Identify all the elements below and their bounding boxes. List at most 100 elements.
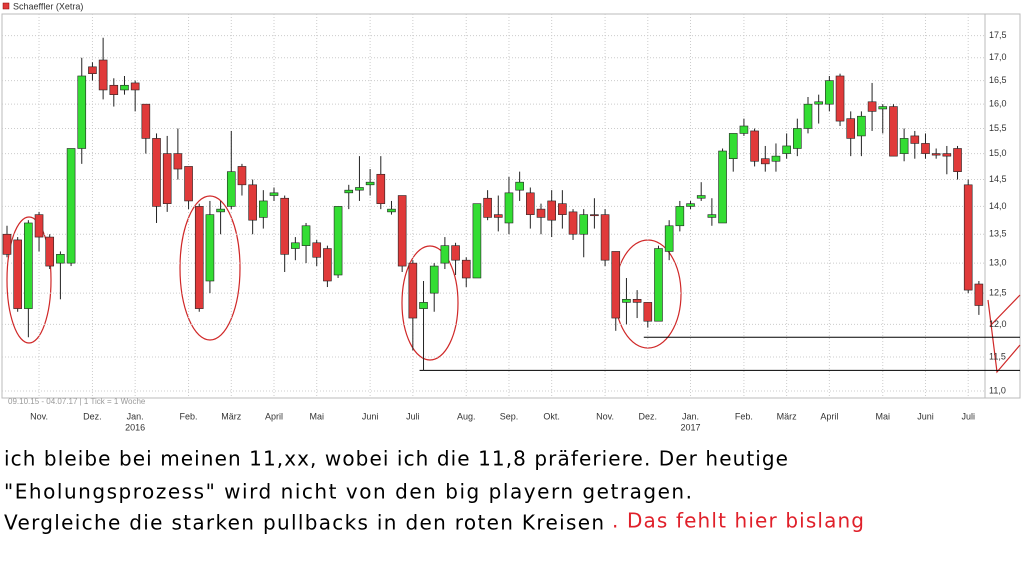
y-tick-label: 12,0 [989,319,1007,329]
candle-body [2,233,12,255]
candle-body [291,242,300,249]
candle-body [440,245,450,264]
candle-body [34,214,44,238]
candle-body [846,118,856,139]
candle-body [66,148,76,264]
candle-body [686,203,695,207]
x-tick-label: Aug. [457,411,476,421]
candle-body [365,181,375,186]
candle-body [259,200,268,218]
candle-body [899,138,909,154]
candle-body [760,158,770,165]
candle-body [472,203,482,279]
candle-body [728,133,738,159]
candle-body [355,187,364,191]
candle-body [301,225,311,246]
candle-body [173,153,183,170]
y-tick-label: 17,5 [989,30,1007,40]
x-tick-label: Nov. [30,411,48,421]
candle-body [45,236,55,267]
x-tick-label: Dez. [83,411,102,421]
candle-body [558,203,567,215]
candle-body [152,138,161,207]
candle-body [194,206,204,309]
candle-body [162,153,172,204]
candle-body [889,106,898,157]
x-tick-label: Nov. [596,411,614,421]
x-tick-label: März [221,411,241,421]
candle-body [793,128,802,149]
candle-body [451,245,460,261]
candle-body [974,283,984,306]
y-tick-label: 17,0 [989,52,1007,62]
candle-body [333,206,343,276]
y-tick-label: 12,5 [989,288,1007,298]
candle-body [56,254,65,264]
candle-body [707,214,717,218]
circle [401,245,459,361]
x-tick-label: Juli [406,411,420,421]
y-tick-label: 16,0 [989,99,1007,109]
candle-body [387,208,396,213]
candle-body [803,103,813,129]
candle-body [526,192,535,215]
x-tick-label: Sep. [500,411,519,421]
candle-body [547,200,556,221]
candle-body [814,101,823,105]
candle-body [120,84,129,91]
candle-body [408,262,418,319]
candle-body [750,130,759,162]
candle-body [622,298,631,303]
candle-body [130,82,140,91]
candle-body [88,66,97,74]
candle-body [419,302,428,309]
candle-body [739,125,749,134]
candle-body [643,302,653,322]
candle-body [461,259,471,279]
x-tick-label: Juli [961,411,975,421]
candle-body [942,153,952,157]
candle-body [13,239,22,309]
candle-body [921,143,930,154]
legend-label: Schaeffler (Xetra) [13,1,83,11]
x-tick-label: Okt. [543,411,560,421]
candle-body [568,211,578,235]
candle-body [504,192,514,224]
candle-body [632,298,642,303]
candle-body [280,197,289,255]
candle-body [493,214,503,218]
candle-body [323,248,332,282]
y-tick-label: 11,5 [989,351,1006,361]
candle-body [237,166,247,186]
y-tick-label: 11,0 [989,385,1006,395]
circle [179,195,241,341]
candle-body [696,195,706,199]
candle-body [664,225,674,252]
x-tick-label: Jan. [127,411,144,421]
candle-body [878,106,888,110]
candle-body [312,242,322,258]
y-tick-label: 14,5 [989,174,1007,184]
candle-body [248,184,257,221]
candle-body [611,251,621,319]
candle-body [963,184,973,291]
candle-body [835,75,845,122]
year-label: 2016 [125,422,145,432]
x-tick-label: Feb. [735,411,753,421]
year-label: 2017 [681,422,701,432]
arrow-line [989,294,1021,327]
chart-footer: 09.10.15 - 04.07.17 | 1 Tick = 1 Woche [8,397,146,406]
post-line: Vergleiche die starken pullbacks in den … [4,511,604,535]
candle-body [397,195,407,267]
candle-body [654,248,663,322]
candle-body [376,173,386,204]
candle-body [867,101,877,112]
candle-body [141,103,151,139]
candle-body [98,59,108,91]
x-tick-label: Jan. [682,411,699,421]
candle-body [515,181,524,191]
candle-body [216,208,225,213]
candle-body [429,265,439,294]
candle-body [931,153,941,156]
